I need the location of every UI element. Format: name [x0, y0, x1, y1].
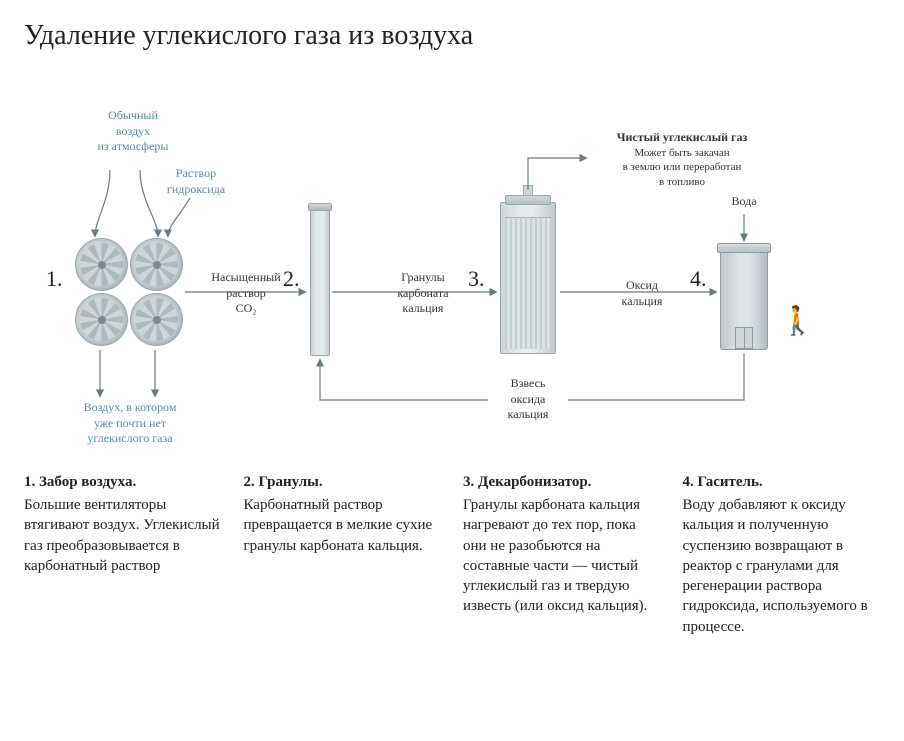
desc-4: 4. Гаситель. Воду добавляют к оксиду кал…: [683, 474, 881, 637]
step-descriptions: 1. Забор воздуха. Большие вентиляторы вт…: [24, 474, 880, 637]
label-pure-co2-body: Может быть закачанв землю или переработа…: [592, 146, 772, 189]
desc-4-title: 4. Гаситель.: [683, 474, 881, 491]
desc-1-body: Большие вентиляторы втягивают воздух. Уг…: [24, 495, 222, 576]
desc-1: 1. Забор воздуха. Большие вентиляторы вт…: [24, 474, 222, 637]
label-pure-co2-title: Чистый углекислый газ: [592, 130, 772, 146]
label-hydroxide: Растворгидроксида: [156, 166, 236, 197]
desc-3-title: 3. Декарбонизатор.: [463, 474, 661, 491]
label-atmosphere-air: Обычныйвоздухиз атмосферы: [78, 108, 188, 155]
label-granules: Гранулыкарбонатакальция: [378, 270, 468, 317]
desc-3-body: Гранулы карбоната кальция нагревают до т…: [463, 495, 661, 617]
desc-4-body: Воду добавляют к оксиду кальция и получе…: [683, 495, 881, 637]
process-diagram: 1. 2. 3. 4. 🚶: [0, 70, 904, 440]
desc-2: 2. Гранулы. Карбонатный раствор превраща…: [244, 474, 442, 637]
desc-1-title: 1. Забор воздуха.: [24, 474, 222, 491]
label-calcium-oxide: Оксидкальция: [602, 278, 682, 309]
desc-2-body: Карбонатный раствор превращается в мелки…: [244, 495, 442, 556]
desc-3: 3. Декарбонизатор. Гранулы карбоната кал…: [463, 474, 661, 637]
label-water: Вода: [720, 194, 768, 210]
page-title: Удаление углекислого газа из воздуха: [24, 20, 473, 52]
label-air-out: Воздух, в которомуже почти нетуглекислог…: [50, 400, 210, 447]
desc-2-title: 2. Гранулы.: [244, 474, 442, 491]
label-saturated-co2: НасыщенныйрастворСО₂: [198, 270, 294, 317]
label-slurry: Взвесьоксидакальция: [488, 376, 568, 423]
